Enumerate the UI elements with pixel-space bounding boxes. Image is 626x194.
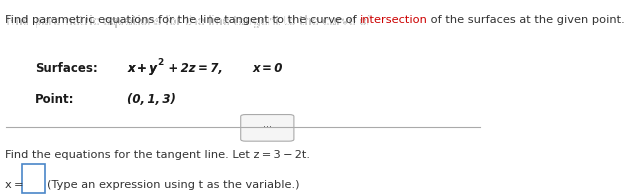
Text: x =: x = [5,180,24,190]
Text: 2: 2 [157,58,163,68]
Text: (Type an expression using t as the variable.): (Type an expression using t as the varia… [48,180,300,190]
Text: of the surfaces at the given point.: of the surfaces at the given point. [427,15,625,25]
Text: ···: ··· [263,122,272,132]
Text: Find parametric equations for the line tangent to the curve of: Find parametric equations for the line t… [6,15,375,28]
Text: Find the equations for the tangent line. Let z = 3 − 2t.: Find the equations for the tangent line.… [5,150,310,160]
Text: intersection: intersection [359,15,428,25]
Text: x + y: x + y [127,62,157,75]
Text: Find parametric equations for the line tangent to the curve of: Find parametric equations for the line t… [5,15,361,25]
Text: x = 0: x = 0 [253,62,283,75]
Text: (0, 1, 3): (0, 1, 3) [127,93,176,106]
Text: Surfaces:: Surfaces: [35,62,98,75]
Text: Point:: Point: [35,93,74,106]
FancyBboxPatch shape [241,114,294,141]
Text: Find parametric equations for the line tangent to the curve of intersection: Find parametric equations for the line t… [6,15,445,28]
Text: + 2z = 7,: + 2z = 7, [165,62,222,75]
FancyBboxPatch shape [22,164,46,192]
Text: x + y: x + y [127,62,157,75]
